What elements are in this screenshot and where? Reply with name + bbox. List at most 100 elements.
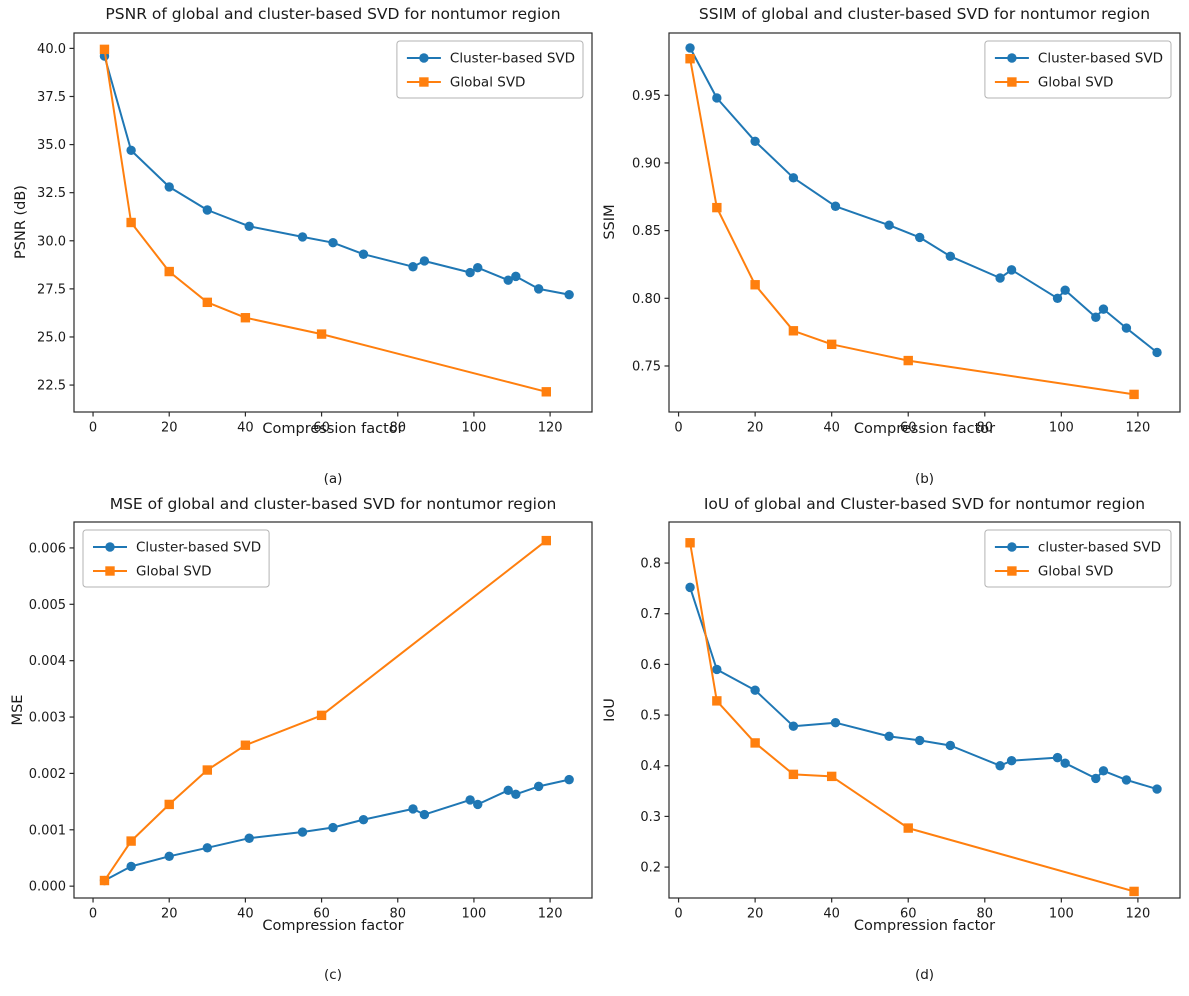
series-line <box>103 48 548 393</box>
legend-box <box>984 40 1172 99</box>
data-point-square <box>685 538 695 548</box>
data-point-circle <box>503 275 513 285</box>
data-point-circle <box>202 205 213 215</box>
data-point-circle <box>915 735 925 746</box>
data-point-circle <box>202 843 213 853</box>
legend-entry-label: Cluster-based SVD <box>136 540 261 556</box>
y-tick-label: 25.0 <box>37 330 66 345</box>
x-tick-label: 0 <box>674 421 682 436</box>
y-tick-label: 27.5 <box>37 282 66 297</box>
data-point-square <box>202 297 213 308</box>
chart-c-legend: Cluster-based SVD Global SVD <box>82 529 270 588</box>
x-tick-label: 100 <box>1049 421 1074 436</box>
data-point-circle <box>465 267 475 278</box>
data-point-circle <box>1052 752 1063 763</box>
y-tick-label: 0.002 <box>29 767 66 782</box>
data-point-circle <box>126 861 136 872</box>
x-tick-label: 60 <box>313 907 330 922</box>
data-point-circle <box>1098 304 1109 314</box>
y-tick-label: 35.0 <box>37 138 66 153</box>
data-point-circle <box>750 685 760 695</box>
data-point-square <box>541 535 551 546</box>
chart-a-title: PSNR of global and cluster-based SVD for… <box>105 5 561 23</box>
data-point-circle <box>1098 766 1109 776</box>
data-point-square <box>826 339 837 350</box>
x-tick-label: 20 <box>747 907 764 922</box>
data-point-square <box>1129 886 1139 897</box>
data-point-circle <box>408 804 418 814</box>
data-point-circle <box>945 251 956 262</box>
data-point-circle <box>1121 775 1132 785</box>
legend-marker-circle <box>1007 542 1017 552</box>
data-point-square <box>903 823 913 833</box>
chart-d-axes <box>668 521 1181 899</box>
legend-marker-square <box>419 77 429 87</box>
x-tick-label: 20 <box>161 907 178 922</box>
data-point-circle <box>685 582 695 593</box>
data-point-circle <box>533 284 544 294</box>
series-line <box>689 57 1136 396</box>
data-point-square <box>202 765 213 775</box>
chart-d-caption: (d) <box>914 967 935 983</box>
y-tick-label: 32.5 <box>37 186 66 201</box>
series-line <box>689 541 1136 893</box>
data-point-square <box>99 875 110 886</box>
x-tick-label: 0 <box>674 907 682 922</box>
data-point-circle <box>328 238 338 248</box>
data-point-square <box>164 799 174 810</box>
data-point-circle <box>830 717 841 728</box>
chart-b: 0 20 40 60 80 100 120 0.75 0.80 0.85 0.90 0.95 Clust… <box>632 32 1181 436</box>
chart-c-series-cluster-svd <box>99 774 574 886</box>
data-point-circle <box>564 289 574 300</box>
legend-box <box>82 529 270 588</box>
chart-a-series-cluster-svd <box>99 51 574 300</box>
chart-d-title: IoU of global and Cluster-based SVD for … <box>703 495 1146 513</box>
chart-c-series-global-svd <box>99 535 551 886</box>
data-point-circle <box>945 740 956 751</box>
y-tick-label: 30.0 <box>37 234 66 249</box>
data-point-square <box>903 355 913 366</box>
x-tick-label: 100 <box>462 907 487 922</box>
legend-marker-square <box>1007 77 1017 87</box>
chart-b-title: SSIM of global and cluster-based SVD for… <box>698 5 1151 23</box>
y-tick-label: 0.4 <box>640 759 661 774</box>
data-point-circle <box>1152 347 1162 358</box>
data-point-circle <box>712 664 722 675</box>
legend-entry-label: Cluster-based SVD <box>1038 51 1163 67</box>
chart-a-axes <box>73 32 593 413</box>
chart-a-series-global-svd <box>99 44 551 397</box>
legend-marker-square <box>1007 566 1017 576</box>
x-tick-label: 60 <box>900 421 917 436</box>
x-tick-label: 80 <box>977 907 994 922</box>
data-point-circle <box>328 822 338 833</box>
chart-d-series-cluster-svd <box>685 582 1162 794</box>
chart-c-caption: (c) <box>324 967 342 983</box>
y-tick-label: 0.001 <box>29 823 66 838</box>
chart-c-xlabel: Compression factor <box>262 918 404 934</box>
data-point-circle <box>408 262 418 272</box>
data-point-circle <box>511 789 521 799</box>
legend-entry-label: Global SVD <box>1038 564 1114 580</box>
data-point-square <box>126 217 136 228</box>
data-point-circle <box>1091 773 1101 784</box>
chart-d-legend: cluster-based SVD Global SVD <box>984 529 1172 588</box>
y-tick-label: 0.000 <box>29 880 66 895</box>
data-point-circle <box>419 809 430 820</box>
legend-marker-circle <box>419 53 429 63</box>
data-point-square <box>788 326 799 336</box>
x-tick-label: 120 <box>1125 421 1150 436</box>
data-point-circle <box>358 814 369 825</box>
data-point-circle <box>788 173 799 183</box>
x-tick-label: 20 <box>161 421 178 436</box>
data-point-circle <box>1060 758 1070 768</box>
x-tick-label: 20 <box>747 421 764 436</box>
y-tick-label: 0.004 <box>29 654 66 669</box>
y-tick-label: 0.005 <box>29 598 66 613</box>
chart-b-axes <box>668 32 1181 413</box>
data-point-square <box>750 738 760 748</box>
data-point-square <box>541 387 551 397</box>
x-tick-label: 120 <box>538 421 563 436</box>
chart-a-xlabel: Compression factor <box>262 421 404 437</box>
legend-box <box>396 40 584 99</box>
